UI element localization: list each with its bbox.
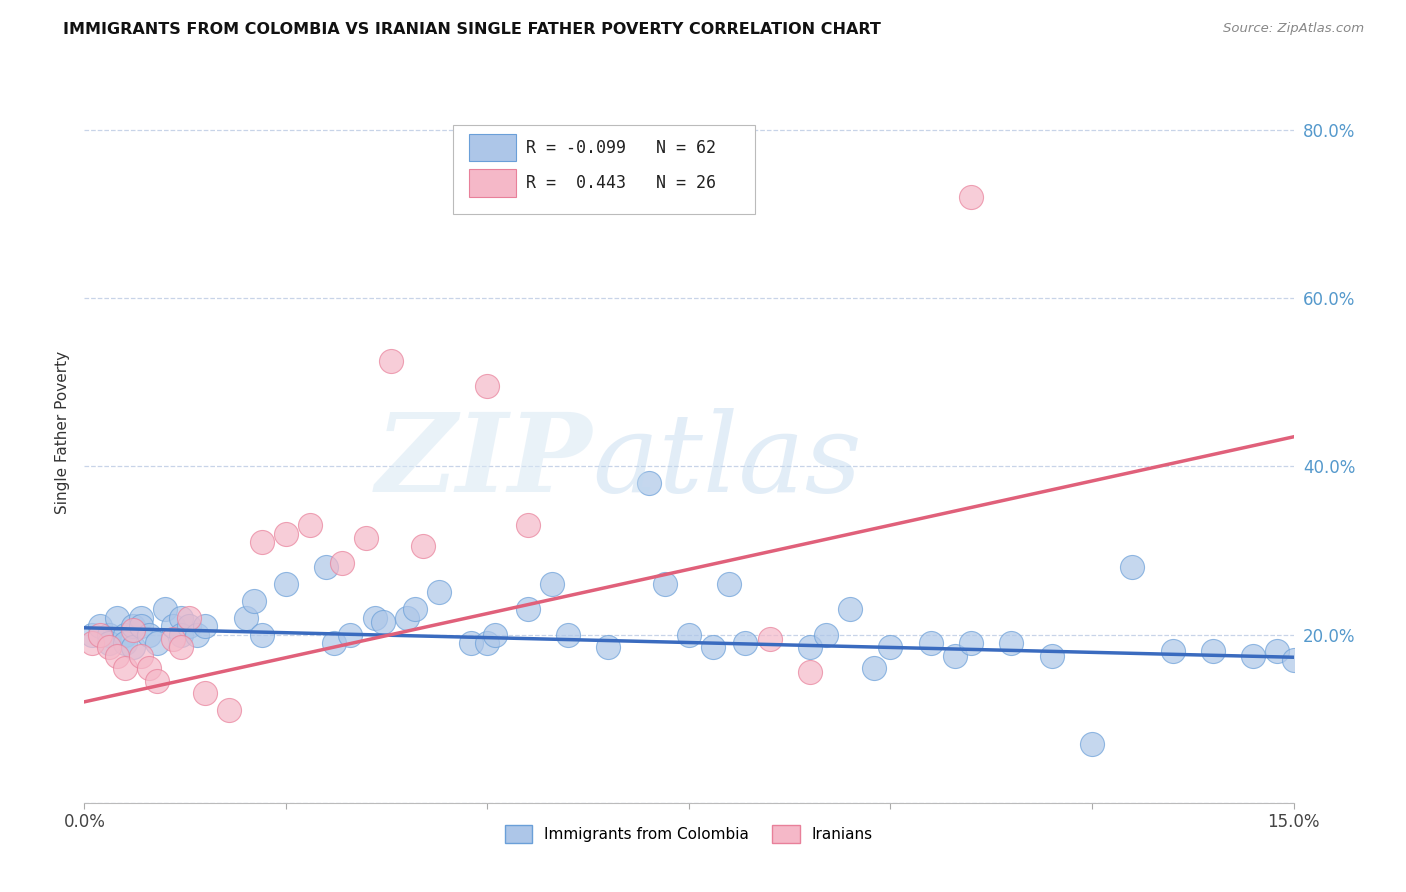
Point xyxy=(82,627,104,641)
Point xyxy=(129,610,152,624)
Point xyxy=(170,627,193,641)
Point xyxy=(194,686,217,700)
Point xyxy=(678,627,700,641)
Point xyxy=(758,632,780,646)
Legend: Immigrants from Colombia, Iranians: Immigrants from Colombia, Iranians xyxy=(498,818,880,851)
Point xyxy=(179,619,201,633)
Point xyxy=(89,627,111,641)
Point xyxy=(105,610,128,624)
Point xyxy=(89,619,111,633)
Point xyxy=(516,602,538,616)
Point xyxy=(412,539,434,553)
Point xyxy=(299,518,322,533)
Point xyxy=(395,610,418,624)
Text: Source: ZipAtlas.com: Source: ZipAtlas.com xyxy=(1223,22,1364,36)
Point xyxy=(799,665,821,680)
Text: R = -0.099   N = 62: R = -0.099 N = 62 xyxy=(526,138,716,157)
Point xyxy=(138,627,160,641)
Point xyxy=(170,610,193,624)
Point xyxy=(839,602,862,616)
Point xyxy=(598,640,620,655)
Point xyxy=(97,636,120,650)
Point xyxy=(97,627,120,641)
Text: R =  0.443   N = 26: R = 0.443 N = 26 xyxy=(526,174,716,192)
Point xyxy=(250,627,273,641)
Point xyxy=(146,636,169,650)
Point xyxy=(1121,560,1143,574)
Point xyxy=(121,624,143,638)
Point xyxy=(315,560,337,574)
Point xyxy=(1081,737,1104,751)
FancyBboxPatch shape xyxy=(468,169,516,197)
Point xyxy=(138,661,160,675)
Point xyxy=(186,627,208,641)
Point xyxy=(541,577,564,591)
Point xyxy=(718,577,741,591)
Point xyxy=(943,648,966,663)
Point xyxy=(323,636,346,650)
FancyBboxPatch shape xyxy=(453,126,755,214)
Point xyxy=(105,648,128,663)
Point xyxy=(194,619,217,633)
Point xyxy=(121,619,143,633)
Point xyxy=(235,610,257,624)
Point xyxy=(162,632,184,646)
Point xyxy=(460,636,482,650)
Point xyxy=(162,619,184,633)
Text: ZIP: ZIP xyxy=(375,409,592,516)
Text: IMMIGRANTS FROM COLOMBIA VS IRANIAN SINGLE FATHER POVERTY CORRELATION CHART: IMMIGRANTS FROM COLOMBIA VS IRANIAN SING… xyxy=(63,22,882,37)
Point xyxy=(960,636,983,650)
Point xyxy=(371,615,394,629)
Point xyxy=(114,661,136,675)
Point xyxy=(484,627,506,641)
Point xyxy=(121,640,143,655)
Point xyxy=(274,577,297,591)
Point xyxy=(427,585,450,599)
Point xyxy=(146,673,169,688)
Point xyxy=(250,535,273,549)
FancyBboxPatch shape xyxy=(468,134,516,161)
Point xyxy=(274,526,297,541)
Point xyxy=(1000,636,1022,650)
Point xyxy=(1267,644,1289,658)
Point xyxy=(702,640,724,655)
Point xyxy=(153,602,176,616)
Point xyxy=(863,661,886,675)
Point xyxy=(129,619,152,633)
Point xyxy=(114,636,136,650)
Point xyxy=(1161,644,1184,658)
Point xyxy=(356,531,378,545)
Point xyxy=(380,354,402,368)
Point xyxy=(404,602,426,616)
Point xyxy=(1202,644,1225,658)
Point xyxy=(799,640,821,655)
Point xyxy=(1282,653,1305,667)
Text: atlas: atlas xyxy=(592,409,862,516)
Point xyxy=(637,476,659,491)
Point xyxy=(814,627,837,641)
Point xyxy=(960,190,983,204)
Point xyxy=(477,636,499,650)
Point xyxy=(97,640,120,655)
Point xyxy=(129,648,152,663)
Point xyxy=(557,627,579,641)
Point xyxy=(242,594,264,608)
Point xyxy=(879,640,901,655)
Point xyxy=(82,636,104,650)
Point xyxy=(363,610,385,624)
Point xyxy=(218,703,240,717)
Point xyxy=(114,627,136,641)
Point xyxy=(1040,648,1063,663)
Point xyxy=(170,640,193,655)
Point xyxy=(1241,648,1264,663)
Y-axis label: Single Father Poverty: Single Father Poverty xyxy=(55,351,70,514)
Point xyxy=(920,636,942,650)
Point xyxy=(339,627,361,641)
Point xyxy=(179,610,201,624)
Point xyxy=(330,556,353,570)
Point xyxy=(734,636,756,650)
Point xyxy=(477,379,499,393)
Point xyxy=(516,518,538,533)
Point xyxy=(654,577,676,591)
